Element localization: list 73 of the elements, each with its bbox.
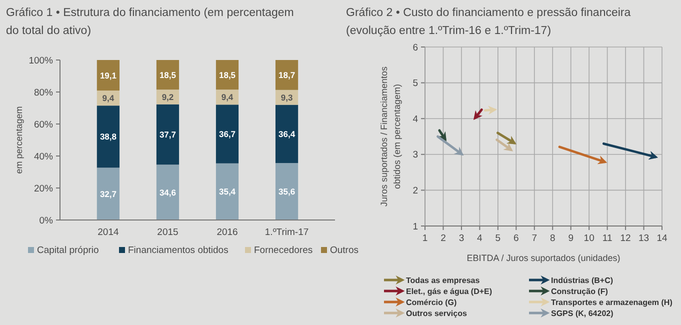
data-label: 9,2 — [162, 92, 174, 102]
data-label: 35,4 — [218, 186, 236, 197]
data-label: 9,4 — [221, 92, 234, 102]
y-tick-label: 6 — [412, 42, 418, 54]
y-tick-label: 20% — [34, 183, 54, 194]
bar — [96, 106, 120, 168]
data-label: 18,5 — [218, 70, 236, 80]
data-label: 36,7 — [218, 128, 236, 139]
data-label: 34,6 — [159, 187, 176, 198]
x-tick-label: 8 — [550, 233, 556, 244]
bar — [216, 104, 239, 164]
x-tick-label: 9 — [568, 233, 574, 244]
bar — [216, 163, 239, 220]
y-tick-label: 40% — [34, 151, 54, 162]
bar — [216, 60, 239, 90]
x-axis-title: EBITDA / Juros suportados (unidades) — [466, 253, 620, 263]
legend-label: SGPS (K, 64202) — [551, 308, 614, 318]
x-tick-label: 1 — [422, 233, 428, 244]
data-label: 36,4 — [278, 128, 296, 139]
data-label: 35,6 — [278, 186, 296, 196]
x-tick-label: 14 — [656, 233, 668, 244]
x-tick-label: 1.ºTrim-17 — [264, 227, 309, 238]
bar — [275, 60, 298, 90]
data-label: 18,7 — [278, 70, 296, 80]
legend-label: Construção (F) — [551, 286, 608, 296]
bar — [156, 104, 180, 165]
y-tick-label: 2 — [412, 186, 418, 197]
data-label: 37,7 — [159, 129, 176, 140]
y-tick-label: 4 — [412, 114, 418, 125]
x-tick-label: 13 — [638, 233, 650, 244]
legend-label: Transportes e armazenagem (H) — [551, 298, 673, 307]
y-tick-label: 80% — [34, 87, 54, 98]
data-label: 9,3 — [280, 92, 293, 102]
y-tick-label: 60% — [34, 119, 54, 130]
x-tick-label: 11 — [602, 233, 612, 244]
x-tick-label: 2014 — [98, 227, 119, 238]
legend-label: Outros — [330, 245, 359, 256]
x-tick-label: 12 — [620, 233, 631, 244]
bar — [96, 60, 120, 91]
y-tick-label: 3 — [412, 150, 418, 161]
bar — [96, 168, 120, 220]
data-label: 18,5 — [159, 70, 176, 80]
x-tick-label: 2016 — [216, 227, 238, 238]
y-tick-label: 0% — [39, 215, 54, 226]
x-tick-label: 5 — [495, 233, 501, 244]
y-axis-title: em percentagem — [14, 106, 24, 174]
legend-label: Fornecedores — [254, 245, 313, 256]
legend-label: Todas as empresas — [406, 276, 480, 285]
legend-label: Financiamentos obtidos — [128, 245, 229, 256]
x-tick-label: 7 — [532, 233, 538, 244]
data-label: 19,1 — [100, 70, 117, 80]
x-tick-label: 6 — [514, 233, 519, 244]
chart-title: Gráfico 1 • Estrutura do financiamento (em percentagem do total do ativo) — [6, 7, 294, 37]
data-label: 38,8 — [100, 132, 117, 142]
data-label: 9,4 — [102, 93, 114, 104]
legend-label: Elet., gás e água (D+E) — [406, 286, 492, 296]
bar — [275, 104, 298, 164]
x-tick-label: 3 — [458, 233, 464, 244]
data-label: 32,7 — [100, 188, 117, 199]
chart-title: Gráfico 2 • Custo do financiamento e pressão financeira (evolução entre 1.ºTrim-16 e 1.ºTrim-17) — [346, 7, 632, 37]
bar — [275, 163, 298, 220]
x-tick-label: 10 — [584, 233, 594, 244]
y-tick-label: 100% — [28, 55, 54, 66]
y-tick-label: 5 — [412, 78, 418, 90]
legend-label: Outros serviços — [406, 308, 468, 318]
y-axis-title: Juros suportados / Financiamentos obtidos (em percentagem) — [379, 66, 402, 207]
legend-label: Indústrias (B+C) — [551, 276, 614, 285]
x-tick-label: 2 — [440, 233, 446, 244]
x-tick-label: 2015 — [157, 227, 178, 238]
bar — [156, 164, 180, 220]
legend-label: Comércio (G) — [406, 298, 458, 307]
legend-label: Capital próprio — [37, 245, 99, 256]
x-tick-label: 4 — [477, 233, 482, 244]
